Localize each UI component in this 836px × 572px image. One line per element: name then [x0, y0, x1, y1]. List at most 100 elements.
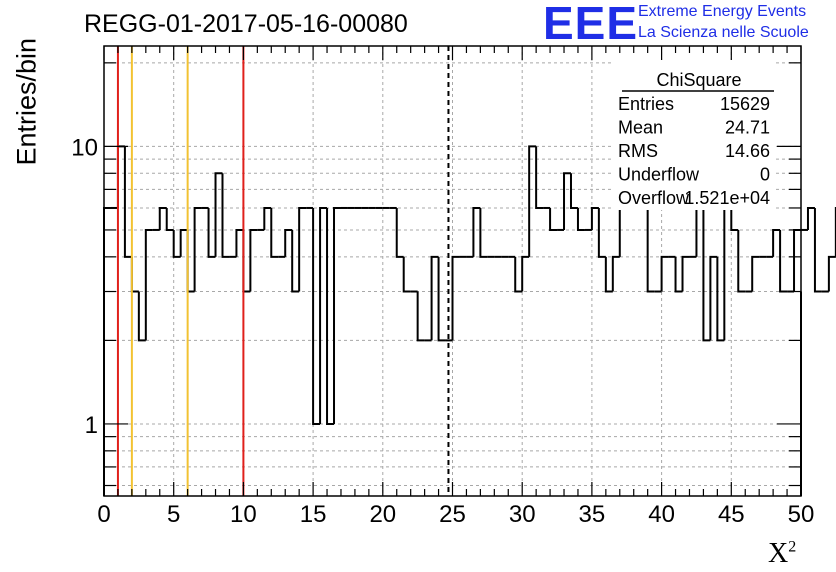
histogram-bin: [395, 207, 404, 258]
x-axis-label: X2: [768, 538, 796, 570]
histogram-bin: [723, 188, 732, 341]
eee-logo: EEE: [543, 0, 639, 49]
histogram-bin: [263, 206, 272, 230]
stats-box-bg: [612, 60, 774, 210]
stats-box-title: ChiSquare: [656, 70, 741, 90]
logo-line-2: La Scienza nelle Scuole: [638, 24, 809, 41]
x-tick-label: 25: [439, 501, 466, 528]
stats-box-label: Overflow: [618, 188, 690, 208]
x-tick-label: 30: [509, 501, 536, 528]
histogram-bin: [660, 255, 669, 292]
histogram-bin: [472, 206, 481, 257]
histogram-bin: [179, 228, 188, 257]
histogram-bin: [479, 207, 488, 258]
y-tick-label: 1: [85, 412, 98, 439]
histogram-bin: [144, 228, 153, 341]
histogram-bin: [716, 256, 725, 342]
x-tick-label: 35: [579, 501, 606, 528]
histogram-bin: [604, 256, 613, 293]
histogram-bin: [430, 255, 439, 341]
histogram-bin: [779, 229, 788, 293]
stats-box-value: 14.66: [725, 141, 770, 161]
histogram-bin: [813, 207, 822, 293]
histogram-bin: [702, 207, 711, 342]
logo-line-1: Extreme Energy Events: [638, 3, 807, 20]
histogram-bin: [402, 256, 411, 293]
histogram-bin: [326, 207, 335, 425]
histogram-bin: [806, 206, 815, 230]
x-tick-label: 40: [648, 501, 675, 528]
histogram-bin: [221, 173, 230, 258]
stats-box-value: 24.71: [725, 118, 770, 138]
x-axis-label-base: X: [768, 538, 789, 569]
histogram-bin: [284, 228, 293, 257]
run-title: REGG-01-2017-05-16-00080: [84, 10, 408, 38]
stats-box: ChiSquare Entries 15629 Mean 24.71 RMS 14.66 Un…: [612, 60, 774, 210]
histogram-bin: [291, 229, 300, 293]
histogram-bin: [242, 229, 251, 293]
histogram-bin: [312, 207, 321, 425]
histogram-bin: [186, 229, 195, 293]
histogram-bin: [535, 146, 544, 209]
x-tick-label: 20: [369, 501, 396, 528]
histogram-bin: [319, 206, 328, 424]
marker-lines-layer: [116, 46, 450, 496]
histogram-bin: [172, 229, 181, 258]
histogram-bin: [695, 206, 704, 257]
histogram-bin: [528, 145, 537, 257]
histogram-bin: [563, 172, 571, 230]
histogram-bin: [751, 255, 760, 292]
histogram-bin: [514, 256, 523, 293]
histogram-bin: [611, 255, 620, 292]
x-tick-label: 50: [788, 501, 815, 528]
stats-box-label: Mean: [618, 118, 663, 138]
histogram-bin: [597, 207, 606, 258]
histogram-bin: [270, 207, 279, 258]
histogram-bin: [235, 228, 244, 257]
histogram-bin: [737, 229, 746, 293]
histogram-bin: [298, 206, 307, 292]
histogram-bin: [123, 146, 132, 258]
stats-box-label: RMS: [618, 141, 658, 161]
histogram-bin: [437, 256, 446, 342]
histogram-bin: [416, 291, 425, 342]
stats-box-value: 1.521e+04: [684, 188, 770, 208]
stats-box-label: Underflow: [618, 165, 700, 185]
histogram-bin: [214, 172, 223, 257]
histogram-bin: [333, 206, 341, 424]
x-tick-label: 15: [300, 501, 327, 528]
y-tick-label: 10: [71, 134, 98, 161]
histogram-bin: [130, 256, 139, 293]
histogram-bin: [674, 256, 683, 293]
histogram-bin: [249, 228, 258, 292]
histogram-bin: [590, 206, 599, 230]
histogram-bin: [137, 291, 146, 342]
histogram-bin: [521, 255, 530, 292]
histogram-bin: [681, 255, 690, 292]
x-tick-label: 5: [167, 501, 180, 528]
stats-box-value: 15629: [720, 94, 770, 114]
histogram-bin: [646, 189, 655, 293]
x-axis-label-superscript: 2: [788, 538, 797, 556]
histogram-bin: [576, 207, 585, 231]
histogram-bin: [165, 207, 174, 231]
stats-box-value: 0: [760, 165, 770, 185]
axes-layer: 0 5 10 15 20 25 30 35 40 45 50 1 10: [71, 45, 815, 528]
histogram-bin: [207, 207, 216, 258]
histogram-bin: [549, 207, 558, 231]
histogram-bin: [827, 255, 836, 292]
histogram-bin: [193, 206, 202, 292]
histogram-bin: [709, 255, 718, 341]
histogram-bin: [103, 206, 111, 496]
histogram-bin: [158, 206, 167, 230]
stats-box-label: Entries: [618, 94, 674, 114]
x-tick-label: 0: [97, 501, 110, 528]
x-tick-label: 10: [230, 501, 257, 528]
histogram-bin: [569, 173, 578, 209]
histogram-bin: [793, 228, 801, 292]
histogram-bin: [116, 145, 125, 208]
histogram-bin: [772, 228, 781, 257]
x-tick-label: 45: [718, 501, 745, 528]
